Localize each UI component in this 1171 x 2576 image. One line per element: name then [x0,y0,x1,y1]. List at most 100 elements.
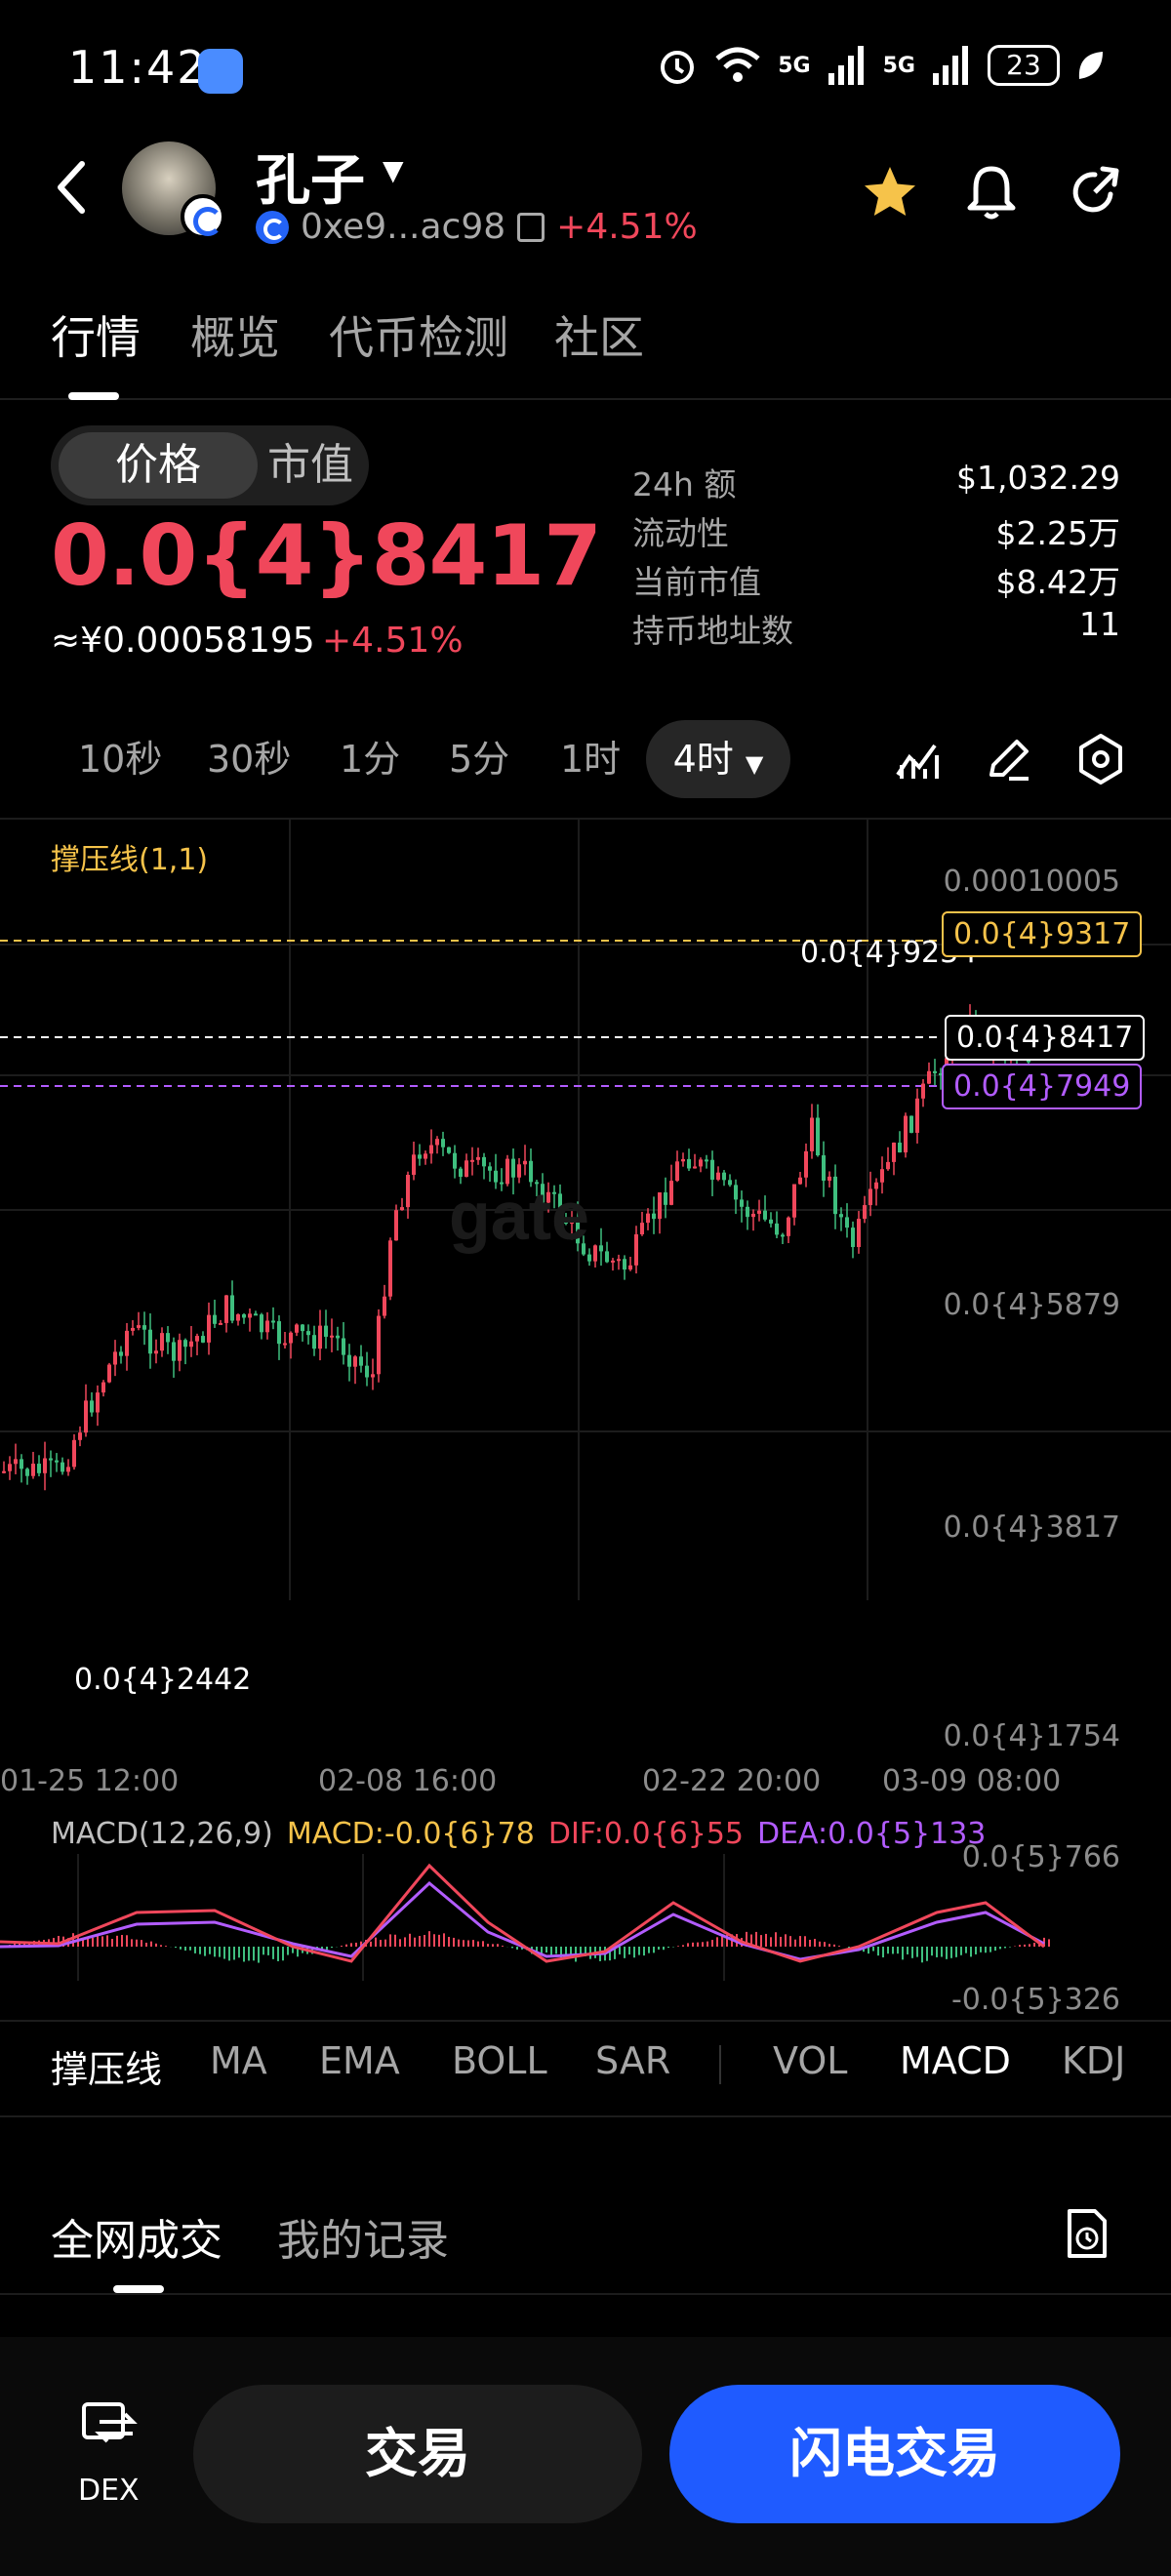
candle-body [792,1184,796,1218]
signal-icon-2 [933,46,968,85]
macd-histogram-bar [941,1947,943,1957]
tab-my-records[interactable]: 我的记录 [277,2216,449,2266]
timeframe-1m[interactable]: 1分 [340,738,401,781]
macd-histogram-bar [467,1940,469,1947]
candle-body [845,1217,849,1228]
macd-histogram-bar [619,1947,621,1954]
star-favorite-icon[interactable] [859,161,921,223]
tab-community[interactable]: 社区 [554,311,644,364]
price-chart[interactable]: gate [0,818,1171,1600]
candle-body [617,1259,621,1262]
flash-trade-button[interactable]: 闪电交易 [669,2385,1120,2523]
timeframe-1h[interactable]: 1时 [560,738,622,781]
macd-histogram-bar [794,1939,796,1947]
dex-label[interactable]: DEX [78,2474,140,2508]
indicator-tab-macd[interactable]: MACD [900,2039,1011,2082]
macd-histogram-bar [838,1946,840,1947]
indicator-tab-kdj[interactable]: KDJ [1062,2039,1126,2082]
indicator-tab-boll[interactable]: BOLL [452,2039,547,2082]
candle-body [160,1333,164,1351]
macd-histogram-bar [248,1947,250,1961]
macd-histogram-bar [658,1947,660,1951]
tab-overview[interactable]: 概览 [190,311,280,364]
macd-histogram-bar [560,1947,562,1958]
timeframe-30s[interactable]: 30秒 [207,738,292,781]
macd-histogram-bar [970,1947,972,1957]
tab-market[interactable]: 行情 [51,311,141,364]
candle-body [90,1400,94,1413]
macd-histogram-bar [946,1947,948,1959]
trade-button[interactable]: 交易 [193,2385,642,2523]
macd-histogram-bar [404,1937,406,1947]
copy-icon[interactable] [517,212,545,242]
candle-body [113,1351,117,1365]
macd-histogram-bar [653,1947,655,1953]
indicator-tab-ma[interactable]: MA [210,2039,267,2082]
macd-histogram-bar [648,1947,650,1953]
token-switch-caret-icon[interactable]: ▼ [383,154,404,186]
leaf-icon [1078,52,1103,79]
candle-body [101,1382,105,1393]
candle-body [529,1160,533,1183]
candle-body [224,1295,228,1323]
draw-pencil-icon[interactable] [980,730,1038,788]
macd-histogram-bar [804,1936,806,1947]
candlestick-chart[interactable]: gate [0,820,1171,1600]
macd-histogram-bar [716,1937,718,1947]
candle-body [599,1245,603,1252]
chart-settings-icon[interactable] [1071,730,1130,788]
macd-histogram-bar [219,1947,221,1957]
candle-body [383,1296,386,1316]
macd-histogram-bar [126,1935,128,1947]
macd-chart[interactable] [0,1854,1054,1981]
candle-body [330,1335,334,1338]
stat-value-holders: 11 [1079,605,1120,643]
macd-histogram-bar [180,1947,182,1950]
indicator-tab-vol[interactable]: VOL [773,2039,848,2082]
tab-all-trades[interactable]: 全网成交 [51,2216,222,2266]
macd-histogram-bar [755,1931,757,1947]
candle-body [43,1458,47,1473]
toggle-market-cap[interactable]: 市值 [267,440,353,490]
bell-alert-icon[interactable] [960,161,1023,223]
indicator-tab-sr[interactable]: 撑压线 [51,2048,163,2091]
toggle-price[interactable]: 价格 [59,432,258,499]
battery-indicator: 23 [988,45,1060,86]
candle-body [605,1251,609,1263]
macd-histogram-bar [160,1945,162,1947]
candle-body [131,1327,135,1331]
candle-body [927,1070,931,1084]
x-tick-1: 01-25 12:00 [0,1764,180,1798]
indicator-chart-icon[interactable] [888,730,947,788]
price-cny: ≈¥0.00058195 [51,621,315,661]
macd-histogram-bar [726,1934,728,1947]
macd-histogram-bar [262,1947,264,1955]
indicator-tab-sar[interactable]: SAR [595,2039,671,2082]
macd-histogram-bar [999,1947,1001,1950]
macd-histogram-bar [326,1947,328,1951]
wifi-icon [715,47,760,82]
macd-histogram-bar [228,1947,230,1961]
token-name[interactable]: 孔子 [256,149,365,213]
history-document-icon[interactable] [1064,2207,1110,2260]
macd-histogram-bar [516,1947,518,1951]
dex-swap-icon[interactable] [80,2398,139,2453]
stat-value-volume: $1,032.29 [956,459,1120,497]
candle-body [2,1470,6,1473]
candle-body [365,1365,369,1378]
candle-body [476,1156,480,1160]
macd-histogram-bar [989,1947,991,1952]
timeframe-10s[interactable]: 10秒 [78,738,163,781]
timeframe-4h[interactable]: 4时 ▼ [646,720,790,798]
timeframe-5m[interactable]: 5分 [449,738,510,781]
macd-histogram-bar [1029,1944,1030,1947]
macd-histogram-bar [580,1947,582,1956]
back-arrow-icon[interactable] [49,156,94,219]
macd-histogram-bar [448,1936,450,1947]
tab-token-check[interactable]: 代币检测 [329,311,508,364]
indicator-tab-ema[interactable]: EMA [319,2039,400,2082]
status-icons: 5G 5G 23 [657,45,1105,86]
share-icon[interactable] [1064,161,1126,223]
alarm-icon [661,51,695,84]
candle-body [207,1314,211,1343]
